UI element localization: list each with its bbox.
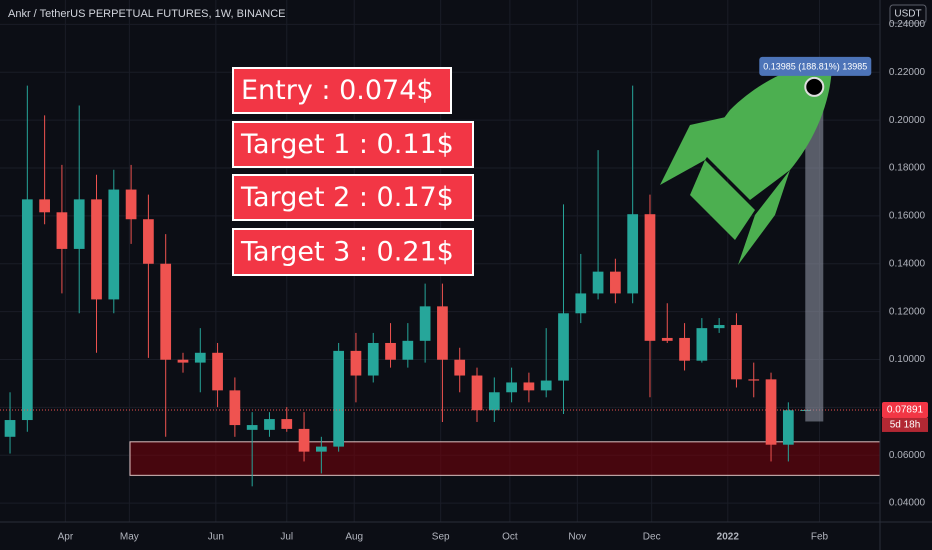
candle-body xyxy=(367,342,379,376)
candle-body xyxy=(558,313,569,381)
measure-label-box xyxy=(759,56,872,76)
candle-body xyxy=(696,328,708,361)
x-tick-label: May xyxy=(120,532,139,543)
candle-body xyxy=(731,325,742,380)
measure-handle xyxy=(804,76,825,97)
candle-body xyxy=(644,214,656,341)
y-tick-label: 0.14000 xyxy=(889,258,926,269)
candle-body xyxy=(575,293,587,314)
support-zone xyxy=(129,441,881,476)
x-tick-label: Feb xyxy=(811,532,829,543)
last-price-label: 0.07891 xyxy=(887,405,924,416)
candle-body xyxy=(4,420,16,437)
candle-body xyxy=(782,410,794,445)
candle-body xyxy=(160,263,172,360)
candle-body xyxy=(748,379,760,381)
candle-body xyxy=(437,306,448,360)
annotation-text: Entry : 0.074$ xyxy=(241,75,434,106)
annotation-text: Target 2 : 0.17$ xyxy=(240,182,454,213)
annotation-box xyxy=(232,174,474,221)
candle-body xyxy=(73,199,85,249)
x-tick-label: Jul xyxy=(280,532,293,543)
candle-body xyxy=(350,350,362,376)
candle-body xyxy=(125,189,137,220)
x-tick-label: Oct xyxy=(502,532,518,543)
x-tick-label: Nov xyxy=(568,532,586,543)
annotation-box xyxy=(232,121,474,168)
candle-body xyxy=(713,325,725,329)
candle-body xyxy=(298,428,310,452)
candle-body xyxy=(108,189,120,300)
candle-body xyxy=(333,350,345,447)
annotation-text: Target 1 : 0.11$ xyxy=(240,129,454,160)
candle-body xyxy=(281,419,293,429)
x-tick-label: Jun xyxy=(208,532,224,543)
candle-body xyxy=(91,199,102,300)
x-tick-label: Dec xyxy=(643,532,661,543)
currency-label[interactable]: USDT xyxy=(894,9,921,20)
candle-body xyxy=(661,337,673,341)
candle-body xyxy=(264,419,275,430)
y-tick-label: 0.18000 xyxy=(889,163,926,174)
candle-body xyxy=(212,352,223,391)
countdown-tag xyxy=(882,417,928,432)
y-tick-label: 0.20000 xyxy=(889,115,926,126)
candle-body xyxy=(177,359,189,363)
candle-body xyxy=(56,212,68,249)
y-tick-label: 0.06000 xyxy=(889,450,926,461)
annotation-box xyxy=(232,228,474,276)
rocket-icon xyxy=(660,62,832,265)
candle-body xyxy=(194,352,206,363)
candle-body xyxy=(21,199,33,421)
x-tick-label: Apr xyxy=(58,532,74,543)
x-tick-label: 2022 xyxy=(717,532,740,543)
annotation-text: Target 3 : 0.21$ xyxy=(240,237,454,268)
y-tick-label: 0.22000 xyxy=(889,67,926,78)
measure-range xyxy=(805,86,824,422)
candle-body xyxy=(610,271,621,294)
candle-body xyxy=(385,342,396,360)
candle-body xyxy=(39,199,50,213)
candle-body xyxy=(592,271,604,294)
x-tick-label: Aug xyxy=(345,532,363,543)
x-tick-label: Sep xyxy=(432,532,450,543)
countdown-label: 5d 18h xyxy=(890,420,921,431)
candle-body xyxy=(471,375,483,411)
y-tick-label: 0.12000 xyxy=(889,306,926,317)
last-price-tag xyxy=(882,401,928,418)
candle-body xyxy=(506,382,517,393)
candle-body xyxy=(454,359,466,376)
chart-title: Ankr / TetherUS PERPETUAL FUTURES, 1W, B… xyxy=(8,8,286,20)
y-tick-label: 0.10000 xyxy=(889,354,926,365)
candle-body xyxy=(765,379,777,445)
candle-body xyxy=(419,306,431,341)
y-tick-label: 0.04000 xyxy=(889,498,926,509)
candle-body xyxy=(246,425,258,430)
candle-body xyxy=(315,446,327,452)
candle-body xyxy=(679,337,690,361)
candle-body xyxy=(627,214,639,294)
candle-body xyxy=(523,382,535,391)
candle-body xyxy=(229,390,241,426)
y-tick-label: 0.24000 xyxy=(889,19,926,30)
currency-button[interactable] xyxy=(889,4,927,24)
candle-body xyxy=(143,219,154,264)
annotation-box xyxy=(232,67,452,114)
candle-body xyxy=(540,380,552,391)
candle-body xyxy=(488,392,500,411)
y-tick-label: 0.16000 xyxy=(889,211,926,222)
measure-label: 0.13985 (188.81%) 13985 xyxy=(763,61,867,71)
candle-body xyxy=(402,340,414,360)
